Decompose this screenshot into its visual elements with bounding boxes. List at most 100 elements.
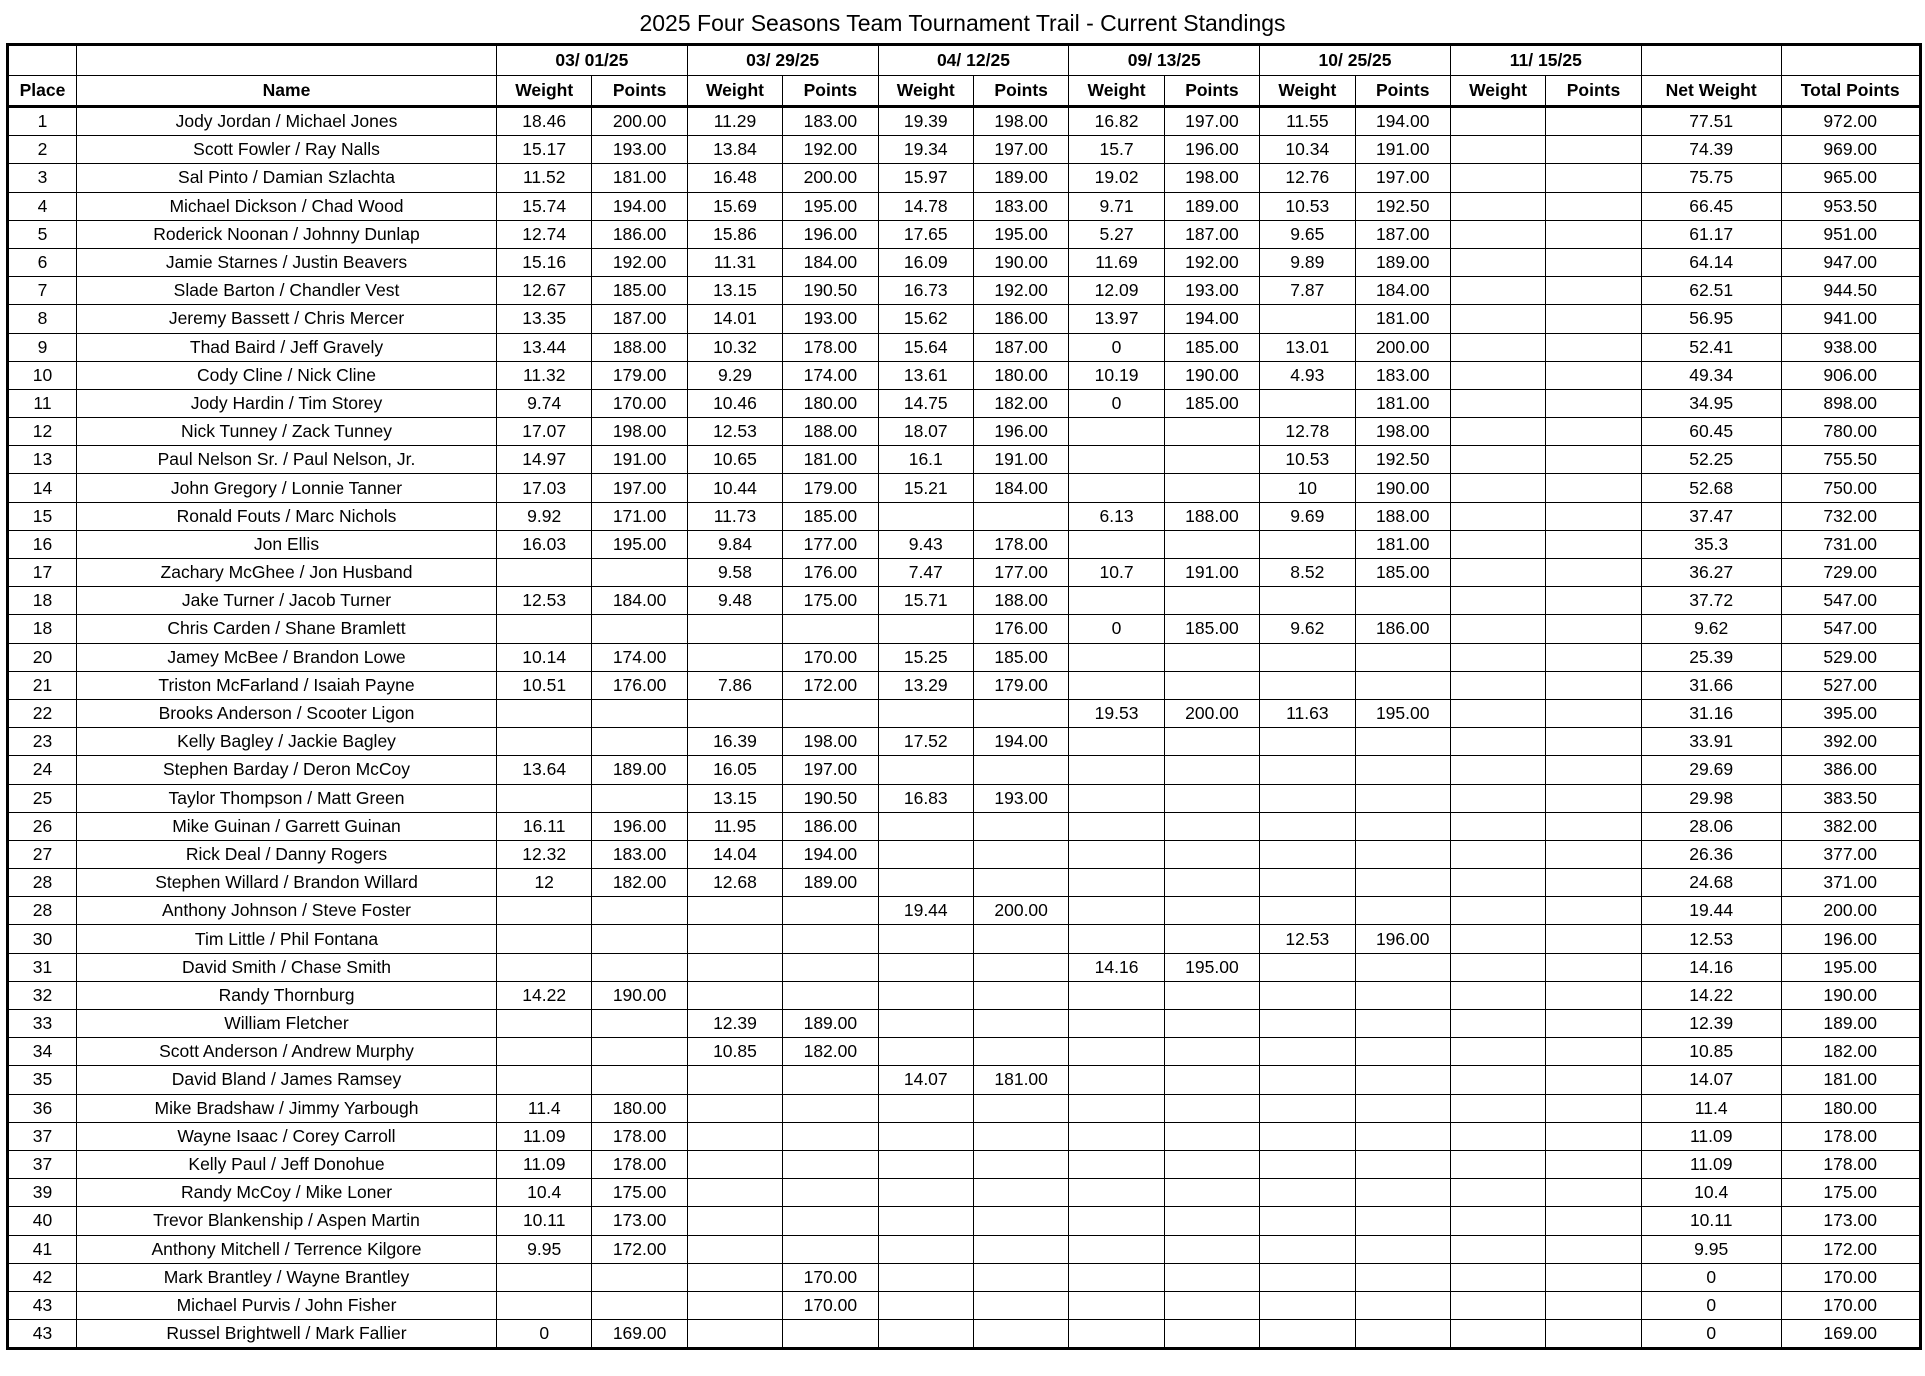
weight-cell: 13.15 bbox=[686, 276, 784, 306]
points-cell: 181.00 bbox=[1354, 529, 1451, 560]
event-date-header: 11/ 15/25 bbox=[1449, 44, 1642, 76]
weight-cell bbox=[1259, 1234, 1356, 1264]
weight-cell bbox=[1449, 1008, 1547, 1039]
points-cell bbox=[782, 1206, 879, 1236]
team-name-cell: Rick Deal / Danny Rogers bbox=[76, 839, 497, 870]
weight-cell: 10 bbox=[1259, 473, 1356, 503]
points-cell bbox=[1354, 1037, 1451, 1067]
points-cell: 178.00 bbox=[591, 1149, 688, 1180]
weight-cell bbox=[686, 1290, 784, 1321]
points-cell bbox=[972, 980, 1070, 1011]
weight-cell bbox=[1068, 1093, 1165, 1123]
total-points-cell: 195.00 bbox=[1780, 952, 1921, 982]
weight-cell: 12 bbox=[495, 868, 593, 898]
table-row: 36 Mike Bradshaw / Jimmy Yarbough 11.4 180.… bbox=[7, 1093, 1921, 1123]
team-name-cell: Jamey McBee / Brandon Lowe bbox=[76, 642, 497, 672]
weight-cell: 6.13 bbox=[1068, 501, 1165, 531]
weight-cell bbox=[1068, 868, 1165, 898]
weight-cell bbox=[1259, 1290, 1356, 1321]
weight-cell bbox=[1259, 1121, 1356, 1151]
points-cell: 192.50 bbox=[1354, 445, 1451, 475]
team-name-cell: Taylor Thompson / Matt Green bbox=[76, 783, 497, 813]
weight-cell bbox=[1449, 868, 1547, 898]
points-cell bbox=[591, 698, 688, 729]
weight-cell: 10.34 bbox=[1259, 135, 1356, 165]
points-cell: 198.00 bbox=[782, 727, 879, 757]
weight-cell bbox=[1259, 1037, 1356, 1067]
points-cell bbox=[1545, 135, 1642, 165]
total-points-cell: 529.00 bbox=[1780, 642, 1921, 672]
points-cell bbox=[1545, 1319, 1642, 1350]
points-cell bbox=[972, 1206, 1070, 1236]
points-cell: 174.00 bbox=[591, 642, 688, 672]
weight-cell: 11.32 bbox=[495, 360, 593, 390]
table-row: 41 Anthony Mitchell / Terrence Kilgore 9.9… bbox=[7, 1234, 1921, 1264]
weight-cell bbox=[1449, 1121, 1547, 1151]
weight-cell bbox=[1259, 388, 1356, 419]
points-header: Points bbox=[782, 75, 879, 108]
table-row: 18 Chris Carden / Shane Bramlett 176.00 0 18… bbox=[7, 614, 1921, 644]
points-cell: 189.00 bbox=[1354, 247, 1451, 278]
points-cell bbox=[972, 952, 1070, 982]
weight-cell bbox=[1259, 811, 1356, 841]
weight-cell bbox=[1449, 360, 1547, 390]
points-header: Points bbox=[591, 75, 688, 108]
weight-cell bbox=[1449, 727, 1547, 757]
blank-header-cell bbox=[76, 44, 497, 76]
weight-cell: 16.83 bbox=[877, 783, 974, 813]
points-cell bbox=[1354, 670, 1451, 700]
points-cell bbox=[972, 924, 1070, 954]
weight-cell bbox=[1259, 1319, 1356, 1350]
points-cell: 174.00 bbox=[782, 360, 879, 390]
place-cell: 27 bbox=[7, 839, 77, 870]
points-cell bbox=[1545, 1121, 1642, 1151]
total-points-cell: 906.00 bbox=[1780, 360, 1921, 390]
team-name-cell: Michael Purvis / John Fisher bbox=[76, 1290, 497, 1321]
weight-cell bbox=[1068, 1178, 1165, 1208]
weight-cell bbox=[1068, 1065, 1165, 1095]
points-cell bbox=[1354, 1121, 1451, 1151]
place-cell: 39 bbox=[7, 1178, 77, 1208]
points-cell bbox=[1545, 1206, 1642, 1236]
total-points-cell: 729.00 bbox=[1780, 557, 1921, 588]
weight-cell bbox=[1259, 642, 1356, 672]
net-weight-cell: 29.69 bbox=[1640, 755, 1782, 785]
points-cell bbox=[591, 614, 688, 644]
weight-cell bbox=[1068, 783, 1165, 813]
total-points-cell: 173.00 bbox=[1780, 1206, 1921, 1236]
weight-cell: 0 bbox=[495, 1319, 593, 1350]
points-cell bbox=[1545, 529, 1642, 560]
points-cell bbox=[972, 868, 1070, 898]
team-name-cell: Stephen Willard / Brandon Willard bbox=[76, 868, 497, 898]
weight-cell bbox=[686, 1149, 784, 1180]
weight-cell: 11.69 bbox=[1068, 247, 1165, 278]
points-cell bbox=[1354, 868, 1451, 898]
weight-cell bbox=[1259, 586, 1356, 616]
points-cell bbox=[591, 1037, 688, 1067]
weight-cell bbox=[1449, 755, 1547, 785]
weight-cell: 11.09 bbox=[495, 1121, 593, 1151]
weight-cell: 10.46 bbox=[686, 388, 784, 419]
weight-cell: 17.52 bbox=[877, 727, 974, 757]
points-cell: 185.00 bbox=[1163, 388, 1261, 419]
net-weight-cell: 52.41 bbox=[1640, 332, 1782, 362]
points-cell: 200.00 bbox=[782, 163, 879, 193]
points-cell bbox=[1545, 1178, 1642, 1208]
points-cell bbox=[1163, 924, 1261, 954]
net-weight-cell: 10.4 bbox=[1640, 1178, 1782, 1208]
points-cell: 193.00 bbox=[1163, 276, 1261, 306]
weight-cell bbox=[495, 783, 593, 813]
weight-cell bbox=[1449, 105, 1547, 137]
weight-cell: 10.53 bbox=[1259, 191, 1356, 221]
weight-cell bbox=[1259, 1149, 1356, 1180]
table-row: 32 Randy Thornburg 14.22 190.00 14.22 190.00 bbox=[7, 980, 1921, 1011]
points-cell bbox=[782, 896, 879, 926]
total-points-cell: 371.00 bbox=[1780, 868, 1921, 898]
points-cell: 197.00 bbox=[972, 135, 1070, 165]
weight-cell: 18.46 bbox=[495, 105, 593, 137]
total-points-cell: 547.00 bbox=[1780, 614, 1921, 644]
points-cell: 180.00 bbox=[782, 388, 879, 419]
team-name-cell: Zachary McGhee / Jon Husband bbox=[76, 557, 497, 588]
points-cell: 192.50 bbox=[1354, 191, 1451, 221]
points-cell: 193.00 bbox=[591, 135, 688, 165]
